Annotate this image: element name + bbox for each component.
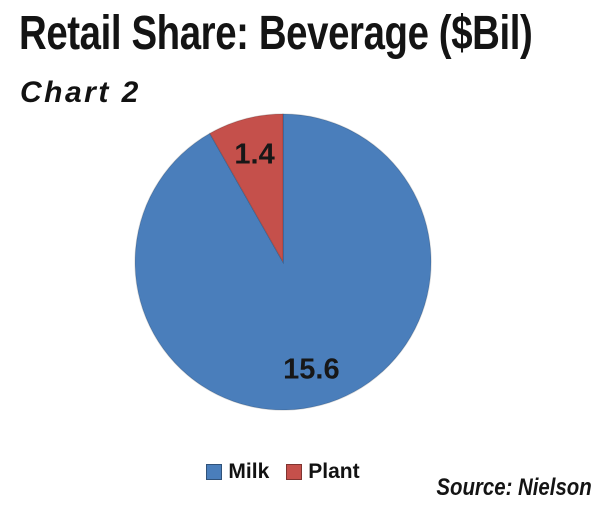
plant-legend-label: Plant xyxy=(308,460,360,483)
source-note: Source: Nielson xyxy=(436,474,592,501)
pie-value-label-milk: 15.6 xyxy=(283,353,339,385)
milk-legend-label: Milk xyxy=(228,460,270,483)
pie-slice-plant xyxy=(208,113,284,265)
chart-title: Retail Share: Beverage ($Bil) xyxy=(19,7,533,60)
legend-item-plant: Plant xyxy=(286,460,360,483)
legend: Milk Plant xyxy=(0,461,566,482)
chart-subtitle: Chart 2 xyxy=(20,76,141,109)
plant-legend-swatch xyxy=(286,463,303,480)
milk-legend-swatch xyxy=(206,463,223,480)
legend-item-milk: Milk xyxy=(206,461,269,482)
pie-value-label-plant: 1.4 xyxy=(234,139,274,171)
pie-slice-milk xyxy=(134,113,432,411)
